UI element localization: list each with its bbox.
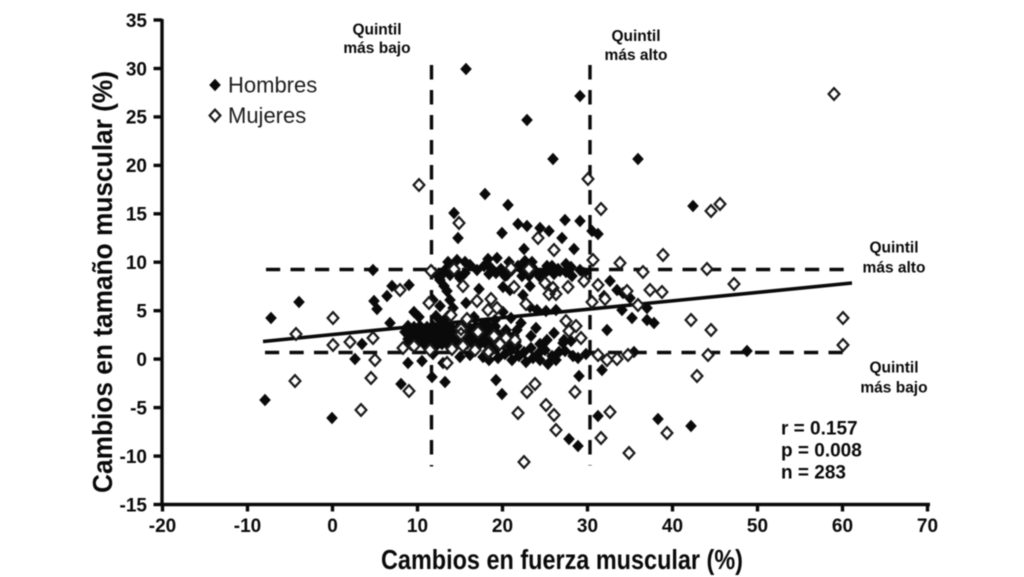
svg-text:70: 70 xyxy=(917,516,938,537)
svg-text:más alto: más alto xyxy=(605,47,668,64)
svg-text:Quintil: Quintil xyxy=(869,240,918,257)
svg-text:-10: -10 xyxy=(234,516,261,537)
svg-text:30: 30 xyxy=(577,516,598,537)
svg-text:Cambios en fuerza muscular (%): Cambios en fuerza muscular (%) xyxy=(381,544,743,575)
svg-text:-20: -20 xyxy=(149,516,176,537)
svg-text:-10: -10 xyxy=(120,447,147,468)
svg-text:Cambios en tamaño muscular (%): Cambios en tamaño muscular (%) xyxy=(87,71,118,493)
svg-text:30: 30 xyxy=(126,59,147,80)
svg-text:10: 10 xyxy=(126,253,147,274)
svg-text:40: 40 xyxy=(662,516,683,537)
svg-text:r = 0.157: r = 0.157 xyxy=(781,419,858,440)
svg-text:20: 20 xyxy=(492,516,513,537)
svg-text:25: 25 xyxy=(126,108,148,129)
svg-text:-15: -15 xyxy=(120,495,148,516)
svg-text:0: 0 xyxy=(327,516,338,537)
svg-text:Hombres: Hombres xyxy=(228,73,317,98)
svg-text:Quintil: Quintil xyxy=(352,22,401,39)
svg-text:20: 20 xyxy=(126,156,147,177)
svg-text:p = 0.008: p = 0.008 xyxy=(781,441,862,462)
svg-text:más bajo: más bajo xyxy=(860,380,927,397)
svg-text:0: 0 xyxy=(136,350,147,371)
svg-text:Quintil: Quintil xyxy=(611,28,660,45)
svg-text:15: 15 xyxy=(126,205,148,226)
svg-text:60: 60 xyxy=(832,516,853,537)
svg-text:5: 5 xyxy=(136,302,147,323)
svg-text:35: 35 xyxy=(126,11,148,32)
svg-text:más bajo: más bajo xyxy=(343,40,410,57)
svg-text:más alto: más alto xyxy=(863,260,926,277)
svg-text:Quintil: Quintil xyxy=(869,360,918,377)
svg-text:-5: -5 xyxy=(130,398,147,419)
svg-text:n = 283: n = 283 xyxy=(781,463,846,484)
svg-text:10: 10 xyxy=(407,516,428,537)
svg-text:Mujeres: Mujeres xyxy=(228,103,306,128)
svg-text:50: 50 xyxy=(747,516,768,537)
